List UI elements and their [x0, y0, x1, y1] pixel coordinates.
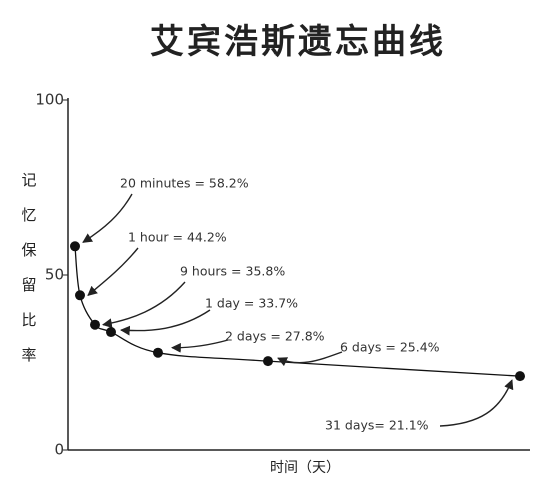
data-point	[90, 319, 100, 330]
x-axis-label: 时间（天）	[270, 460, 340, 476]
annotation-arrow	[120, 309, 211, 336]
annotation-arrow	[171, 339, 229, 353]
data-label: 2 days = 27.8%	[225, 329, 325, 344]
data-label: 6 days = 25.4%	[340, 340, 440, 355]
data-label: 1 day = 33.7%	[205, 296, 298, 311]
title-band	[0, 0, 560, 78]
annotation-arrow	[277, 351, 343, 367]
annotation-arrow	[439, 379, 514, 427]
data-label: 9 hours = 35.8%	[180, 264, 285, 279]
data-point	[70, 241, 80, 252]
data-point	[515, 371, 525, 382]
data-point	[263, 356, 273, 367]
data-point	[75, 290, 85, 301]
curve	[74, 246, 521, 377]
y-tick-label: 100	[35, 91, 64, 109]
annotation-arrow	[102, 281, 186, 329]
y-tick-label: 0	[54, 441, 64, 459]
y-tick-label: 50	[45, 266, 64, 284]
data-label: 31 days= 21.1%	[325, 418, 429, 433]
annotation-arrow	[87, 247, 139, 296]
data-point	[106, 327, 116, 338]
y-axis-label: 记忆保留比率	[20, 172, 38, 382]
annotation-arrow	[82, 193, 133, 243]
data-label: 1 hour = 44.2%	[128, 230, 227, 245]
data-label: 20 minutes = 58.2%	[120, 176, 249, 191]
chart-title: 艾宾浩斯遗忘曲线	[150, 22, 446, 62]
data-point	[153, 347, 163, 358]
